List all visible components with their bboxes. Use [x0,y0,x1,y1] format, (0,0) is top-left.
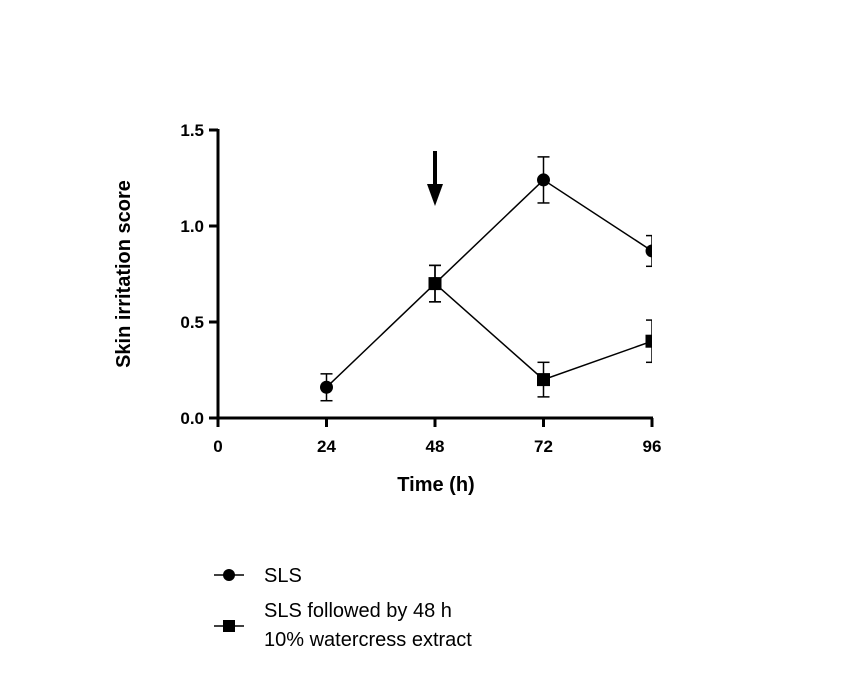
legend: SLS SLS followed by 48 h 10% watercress … [214,565,472,651]
y-axis-label: Skin irritation score [113,180,135,368]
data-point-square [537,373,550,387]
x-tick-label: 96 [643,437,662,456]
y-tick-label: 0.5 [180,313,204,332]
x-tick-label: 48 [426,437,445,456]
data-point-circle [645,244,652,258]
annotation-arrow-head [427,184,443,206]
y-tick-label: 1.5 [180,121,204,140]
legend-square-marker [223,620,235,632]
legend-label-sls: SLS [264,565,302,587]
legend-item-watercress: SLS followed by 48 h 10% watercress extr… [214,600,472,651]
data-marks [320,156,652,402]
legend-label-watercress-line1: SLS followed by 48 h [264,600,452,622]
x-tick-label: 24 [317,437,336,456]
axes: 0 24 48 72 96 0.0 0.5 1.0 1.5 [180,121,661,456]
x-tick-label: 72 [534,437,553,456]
y-tick-label: 0.0 [180,409,204,428]
legend-label-watercress-line2: 10% watercress extract [264,629,472,651]
series-line-0 [325,178,652,388]
x-axis-label: Time (h) [397,474,474,496]
legend-circle-marker [223,569,235,581]
data-point-circle [537,173,550,187]
data-point-circle [320,380,333,394]
y-tick-label: 1.0 [180,217,204,236]
legend-item-sls: SLS [214,565,302,587]
data-point-square [645,334,652,348]
x-tick-label: 0 [213,437,222,456]
data-point-square [428,277,442,291]
